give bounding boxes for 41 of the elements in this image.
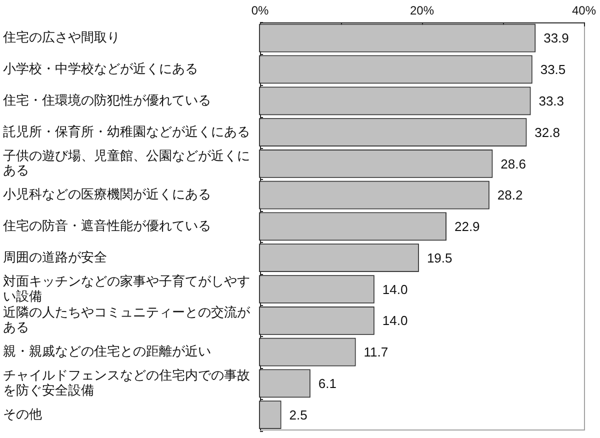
y-tick-label: 小学校・中学校などが近くにある: [3, 61, 198, 76]
bar: [259, 212, 446, 241]
data-label: 14.0: [382, 313, 408, 328]
y-tick-label: 親・親戚などの住宅との距離が近い: [3, 344, 211, 359]
y-tick-label: チャイルドフェンスなどの住宅内での事故を防ぐ安全設備: [3, 368, 250, 398]
data-label: 14.0: [382, 282, 408, 297]
data-label: 33.5: [540, 62, 566, 78]
y-tick-label: 対面キッチンなどの家事や子育てがしやすい設備: [3, 273, 250, 304]
y-tick-label: 住宅の広さや間取り: [2, 30, 120, 45]
bar: [259, 400, 282, 430]
y-tick-label: 近隣の人たちやコミュニティーとの交流がある: [3, 304, 251, 335]
bar: [259, 275, 374, 304]
data-label: 32.8: [534, 124, 560, 140]
y-tick-label: 住宅・住環境の防犯性が優れている: [2, 92, 211, 108]
data-label: 33.3: [538, 93, 564, 108]
x-tick-label: 20%: [410, 4, 434, 18]
y-tick-label: その他: [3, 406, 42, 422]
bar: [259, 86, 531, 116]
x-tick-label: 0%: [251, 4, 269, 18]
bar: [259, 55, 532, 84]
bar: [259, 118, 527, 146]
data-label: 6.1: [318, 376, 336, 392]
data-label: 28.2: [497, 188, 523, 203]
x-tick-label: 40%: [572, 4, 596, 18]
data-label: 11.7: [364, 344, 388, 360]
data-label: 22.9: [454, 219, 480, 234]
bar: [259, 338, 356, 366]
bar: [259, 24, 536, 52]
data-label: 28.6: [500, 156, 526, 172]
y-tick-label: 周囲の道路が安全: [3, 249, 107, 264]
y-tick-label: 託児所・保育所・幼稚園などが近くにある: [3, 124, 250, 139]
data-label: 19.5: [426, 250, 452, 266]
data-label: 2.5: [289, 407, 308, 422]
bar: [259, 369, 310, 398]
y-tick-label: 住宅の防音・遮音性能が優れている: [2, 218, 211, 234]
bar: [259, 306, 374, 335]
bar: [259, 244, 419, 272]
y-tick-label: 小児科などの医療機関が近くにある: [3, 186, 211, 202]
data-label: 33.9: [544, 30, 569, 46]
y-tick-label: 子供の遊び場、児童館、公園などが近くにある: [3, 148, 250, 178]
bar: [259, 180, 490, 210]
